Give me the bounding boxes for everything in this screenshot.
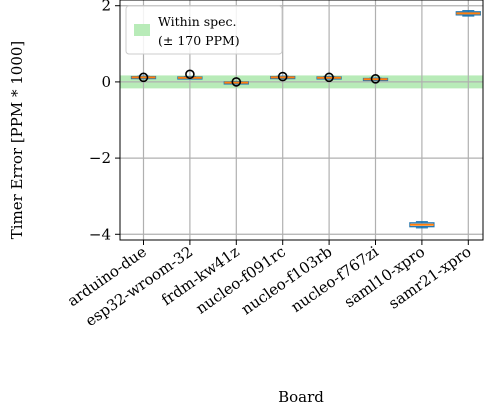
flier-point <box>231 77 242 87</box>
box-esp32-wroom-32 <box>177 69 203 80</box>
legend-label-line1: Within spec. <box>158 14 237 29</box>
box-nucleo-f767zi <box>362 74 389 84</box>
legend-label-line2: (± 170 PPM) <box>158 33 240 48</box>
box-nucleo-f103rb <box>316 72 342 83</box>
flier-point <box>324 72 334 83</box>
y-axis-label: Timer Error [PPM * 1000] <box>8 41 26 240</box>
boxes-layer <box>130 10 481 229</box>
flier-point <box>370 74 381 84</box>
box-nucleo-f091rc <box>270 71 296 82</box>
x-axis-label: Board <box>278 388 324 406</box>
legend: Within spec. (± 170 PPM) <box>125 5 283 55</box>
plot-frame <box>119 0 484 241</box>
flier-point <box>185 69 195 80</box>
legend-swatch <box>134 24 150 36</box>
box-saml10-xpro <box>409 221 435 229</box>
flier-point <box>138 72 149 83</box>
box-arduino-due <box>130 72 157 83</box>
flier-point <box>277 71 288 82</box>
y-tick-label: −4 <box>89 225 111 243</box>
y-tick-label: −2 <box>89 149 111 167</box>
grid-layer <box>120 0 483 240</box>
legend-box <box>125 5 283 55</box>
box-samr21-xpro <box>455 10 481 17</box>
y-tick-label: 0 <box>101 73 111 91</box>
y-tick-label: 2 <box>101 0 111 15</box>
box-frdm-kw41z <box>223 77 249 87</box>
